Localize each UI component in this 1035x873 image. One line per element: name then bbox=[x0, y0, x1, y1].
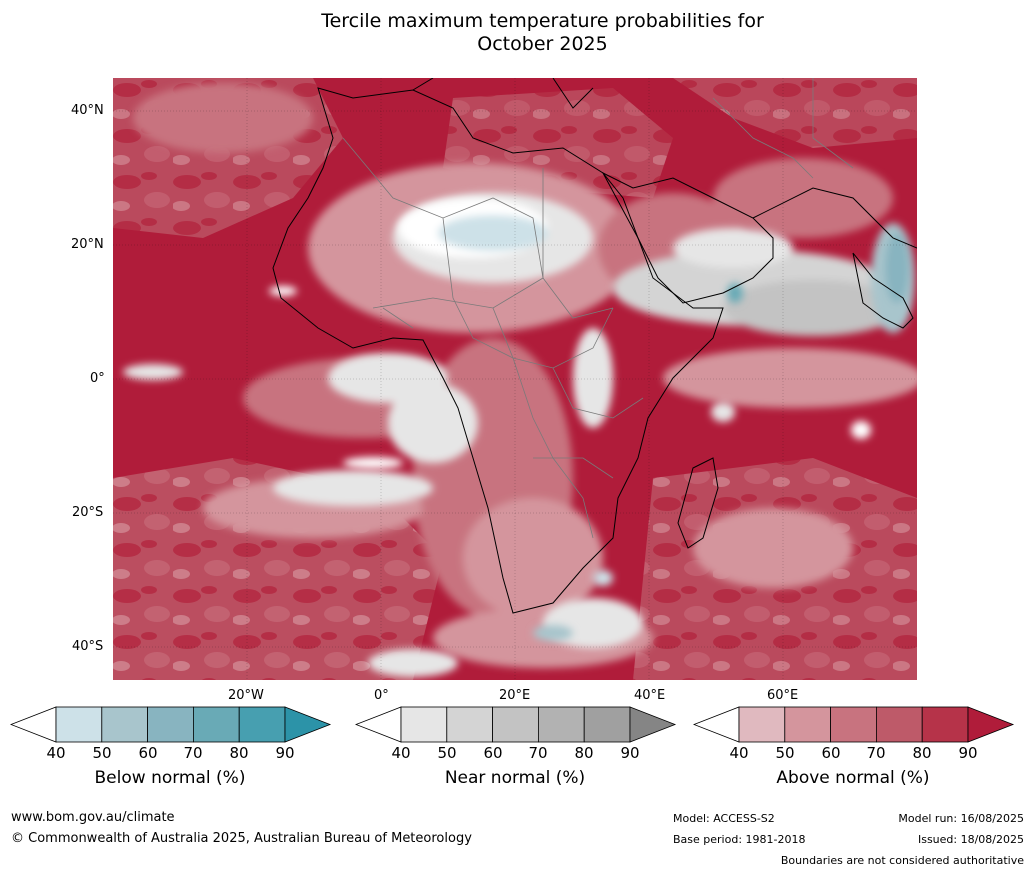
colorbar-segment bbox=[921, 706, 969, 743]
lat-label-20n: 20°N bbox=[71, 237, 104, 252]
tick: 50 bbox=[92, 744, 112, 762]
colorbar-extend-high bbox=[284, 706, 332, 743]
footer-url: www.bom.gov.au/climate bbox=[11, 810, 175, 825]
colorbar-above-normal bbox=[693, 706, 1015, 743]
footer-base-period: Base period: 1981-2018 bbox=[673, 833, 806, 846]
colorbar-segment bbox=[784, 706, 832, 743]
tick: 40 bbox=[391, 744, 411, 762]
tick: 80 bbox=[574, 744, 594, 762]
colorbar-label-below: Below normal (%) bbox=[94, 768, 246, 788]
tick: 40 bbox=[46, 744, 66, 762]
colorbar-segment bbox=[583, 706, 631, 743]
colorbar-segment bbox=[101, 706, 149, 743]
colorbar-near-normal bbox=[355, 706, 677, 743]
below-normal-shading bbox=[269, 198, 915, 641]
coastlines bbox=[272, 78, 917, 614]
lon-label-40e: 40°E bbox=[634, 688, 666, 703]
tick: 70 bbox=[528, 744, 548, 762]
colorbar-segment bbox=[830, 706, 877, 743]
tick: 80 bbox=[912, 744, 932, 762]
country-borders bbox=[342, 78, 854, 539]
colorbar-extend-high bbox=[967, 706, 1015, 743]
footer-copyright: © Commonwealth of Australia 2025, Austra… bbox=[11, 831, 472, 846]
colorbar-segment bbox=[875, 706, 923, 743]
colorbar-below-normal bbox=[10, 706, 332, 743]
tick: 70 bbox=[866, 744, 886, 762]
colorbar-extend-low bbox=[693, 706, 740, 743]
lon-label-0: 0° bbox=[374, 688, 389, 703]
colorbar-extend-low bbox=[355, 706, 402, 743]
footer-model: Model: ACCESS-S2 bbox=[673, 812, 775, 825]
lat-label-40n: 40°N bbox=[71, 103, 104, 118]
colorbar-segment bbox=[492, 706, 539, 743]
title-line-1: Tercile maximum temperature probabilitie… bbox=[321, 10, 764, 32]
tick: 90 bbox=[620, 744, 640, 762]
colorbar-label-above: Above normal (%) bbox=[776, 768, 930, 788]
lon-label-20w: 20°W bbox=[228, 688, 264, 703]
colorbar-segment bbox=[55, 706, 103, 743]
tick: 90 bbox=[275, 744, 295, 762]
colorbar-segment bbox=[192, 706, 240, 743]
title-line-2: October 2025 bbox=[477, 33, 608, 55]
tick: 90 bbox=[958, 744, 978, 762]
colorbar-extend-high bbox=[629, 706, 677, 743]
tick: 60 bbox=[483, 744, 503, 762]
footer-issued: Issued: 18/08/2025 bbox=[917, 833, 1024, 846]
colorbar-segment bbox=[147, 706, 194, 743]
tick: 40 bbox=[729, 744, 749, 762]
colorbar-segment bbox=[400, 706, 448, 743]
lon-label-60e: 60°E bbox=[767, 688, 799, 703]
tick: 80 bbox=[229, 744, 249, 762]
colorbar-segment bbox=[738, 706, 786, 743]
lat-label-40s: 40°S bbox=[72, 639, 104, 654]
footer-disclaimer: Boundaries are not considered authoritat… bbox=[780, 854, 1024, 867]
tick: 50 bbox=[437, 744, 457, 762]
colorbar-segment bbox=[446, 706, 494, 743]
colorbar-segment bbox=[238, 706, 286, 743]
footer-model-run: Model run: 16/08/2025 bbox=[898, 812, 1024, 825]
graticule bbox=[113, 78, 917, 680]
lat-label-0: 0° bbox=[90, 371, 105, 386]
tick: 70 bbox=[183, 744, 203, 762]
colorbar-label-near: Near normal (%) bbox=[444, 768, 586, 788]
tick: 60 bbox=[138, 744, 158, 762]
chart-title: Tercile maximum temperature probabilitie… bbox=[0, 10, 1035, 56]
colorbar-segment bbox=[537, 706, 585, 743]
probability-map bbox=[113, 78, 917, 680]
colorbar-extend-low bbox=[10, 706, 57, 743]
lon-label-20e: 20°E bbox=[499, 688, 531, 703]
lat-label-20s: 20°S bbox=[72, 505, 104, 520]
tick: 60 bbox=[821, 744, 841, 762]
tick: 50 bbox=[775, 744, 795, 762]
